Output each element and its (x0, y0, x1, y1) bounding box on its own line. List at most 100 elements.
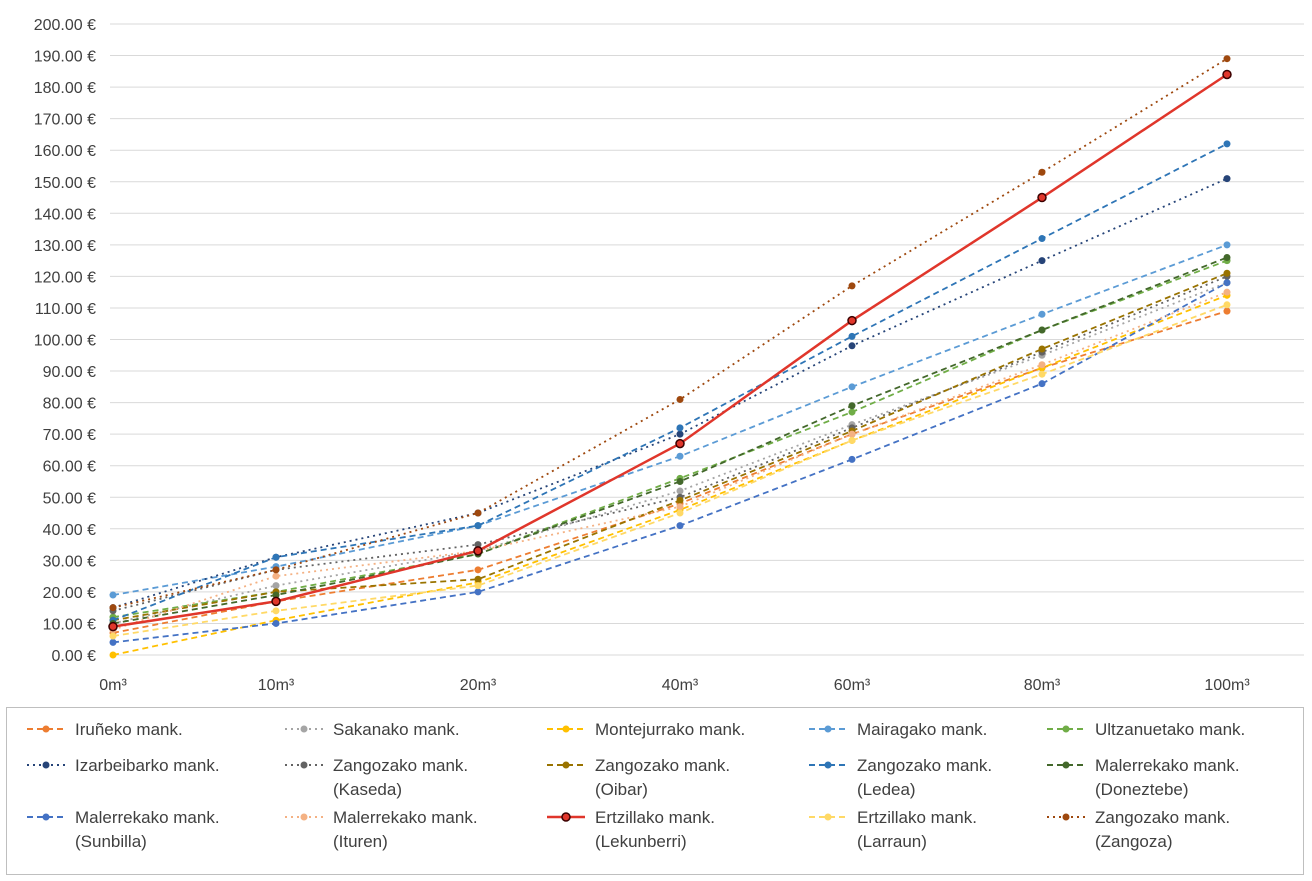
series-line (112, 177, 1228, 609)
data-point (1038, 310, 1046, 318)
legend-item: Zangozako mank. (Ledea) (807, 754, 1057, 802)
y-tick-label: 40.00 € (43, 522, 96, 539)
series-lines (108, 55, 1232, 659)
data-point (474, 509, 482, 517)
data-point (1223, 140, 1231, 148)
data-point (272, 619, 280, 627)
data-point (848, 342, 856, 350)
series-6 (109, 272, 1231, 615)
y-tick-label: 70.00 € (43, 427, 96, 444)
data-point (848, 282, 856, 290)
series-line (112, 57, 1228, 609)
series-line (112, 73, 1228, 628)
series-11 (109, 288, 1231, 634)
y-tick-label: 190.00 € (34, 49, 96, 66)
legend-label: Malerrekako mank. (Sunbilla) (75, 808, 220, 851)
y-tick-label: 140.00 € (34, 206, 96, 223)
data-point (271, 596, 281, 607)
legend-label: Zangozako mank. (Zangoza) (1095, 808, 1231, 851)
legend-label: Mairagako mank. (857, 720, 988, 739)
data-point (1223, 55, 1231, 63)
legend-label: Malerrekako mank. (Doneztebe) (1095, 756, 1240, 799)
data-point (676, 424, 684, 432)
data-point (109, 632, 117, 640)
data-point (272, 582, 280, 590)
series-12 (108, 69, 1232, 632)
x-tick-label: 100m³ (1204, 677, 1250, 694)
series-3 (109, 241, 1231, 599)
data-point (676, 503, 684, 511)
data-point (676, 496, 684, 504)
data-point (1223, 307, 1231, 315)
legend-item: Ultzanuetako mank. (1045, 718, 1295, 742)
data-point (675, 438, 685, 449)
data-point (1223, 241, 1231, 249)
data-point (1223, 269, 1231, 277)
x-tick-label: 60m³ (834, 677, 871, 694)
series-13 (109, 301, 1231, 640)
series-10 (109, 279, 1231, 646)
chart-legend: Iruñeko mank. Sakanako mank. Montejurrako … (6, 707, 1304, 875)
legend-swatch (547, 725, 585, 733)
series-line (112, 143, 1228, 622)
data-point (848, 402, 856, 410)
legend-label: Ultzanuetako mank. (1095, 720, 1246, 739)
series-line (112, 256, 1228, 625)
data-point (1222, 69, 1232, 80)
data-point (847, 315, 857, 326)
data-point (676, 452, 684, 460)
x-tick-label: 0m³ (99, 677, 127, 694)
data-point (1223, 253, 1231, 261)
data-point (676, 430, 684, 438)
legend-label: Sakanako mank. (333, 720, 460, 739)
data-point (1223, 279, 1231, 287)
data-point (848, 332, 856, 340)
data-point (1038, 257, 1046, 265)
series-line (112, 281, 1228, 625)
x-tick-label: 40m³ (662, 677, 699, 694)
legend-swatch (809, 761, 847, 769)
data-point (676, 522, 684, 530)
data-point (473, 546, 483, 556)
chart-plot-area: 0.00 € 10.00 € 20.00 € 30.00 € 40.00 € 50.00 … (34, 17, 1304, 694)
legend-swatch (1047, 761, 1085, 769)
legend-label: Zangozako mank. (Oibar) (595, 756, 731, 799)
data-point (676, 487, 684, 495)
series-line (112, 303, 1228, 637)
legend-label: Zangozako mank. (Ledea) (857, 756, 993, 799)
data-point (676, 477, 684, 485)
y-tick-label: 110.00 € (35, 301, 96, 318)
data-point (848, 455, 856, 463)
series-line (112, 244, 1228, 596)
data-point (109, 591, 117, 599)
y-tick-label: 30.00 € (43, 553, 96, 570)
legend-swatch (285, 725, 323, 733)
data-point (1038, 326, 1046, 334)
legend-label: Malerrekako mank. (Ituren) (333, 808, 478, 851)
data-point (1038, 235, 1046, 243)
legend-swatch (27, 725, 65, 733)
y-tick-label: 90.00 € (43, 364, 96, 381)
y-tick-label: 100.00 € (34, 333, 96, 350)
legend-label: Montejurrako mank. (595, 720, 746, 739)
data-point (272, 553, 280, 561)
data-point (1038, 380, 1046, 388)
data-point (1223, 301, 1231, 309)
data-point (109, 651, 117, 659)
y-tick-label: 10.00 € (43, 616, 96, 633)
legend-swatch (547, 761, 585, 769)
legend-swatch (285, 813, 323, 821)
data-point (1223, 175, 1231, 183)
legend-swatch (547, 812, 585, 822)
data-point (272, 572, 280, 580)
series-14 (109, 55, 1231, 612)
legend-swatch (809, 725, 847, 733)
data-point (109, 604, 117, 612)
data-point (848, 408, 856, 416)
data-point (474, 588, 482, 596)
data-point (1038, 168, 1046, 176)
legend-label: Izarbeibarko mank. (75, 756, 220, 775)
legend-item: Montejurrako mank. (545, 718, 795, 742)
legend-swatch (27, 761, 65, 769)
data-point (108, 621, 118, 632)
